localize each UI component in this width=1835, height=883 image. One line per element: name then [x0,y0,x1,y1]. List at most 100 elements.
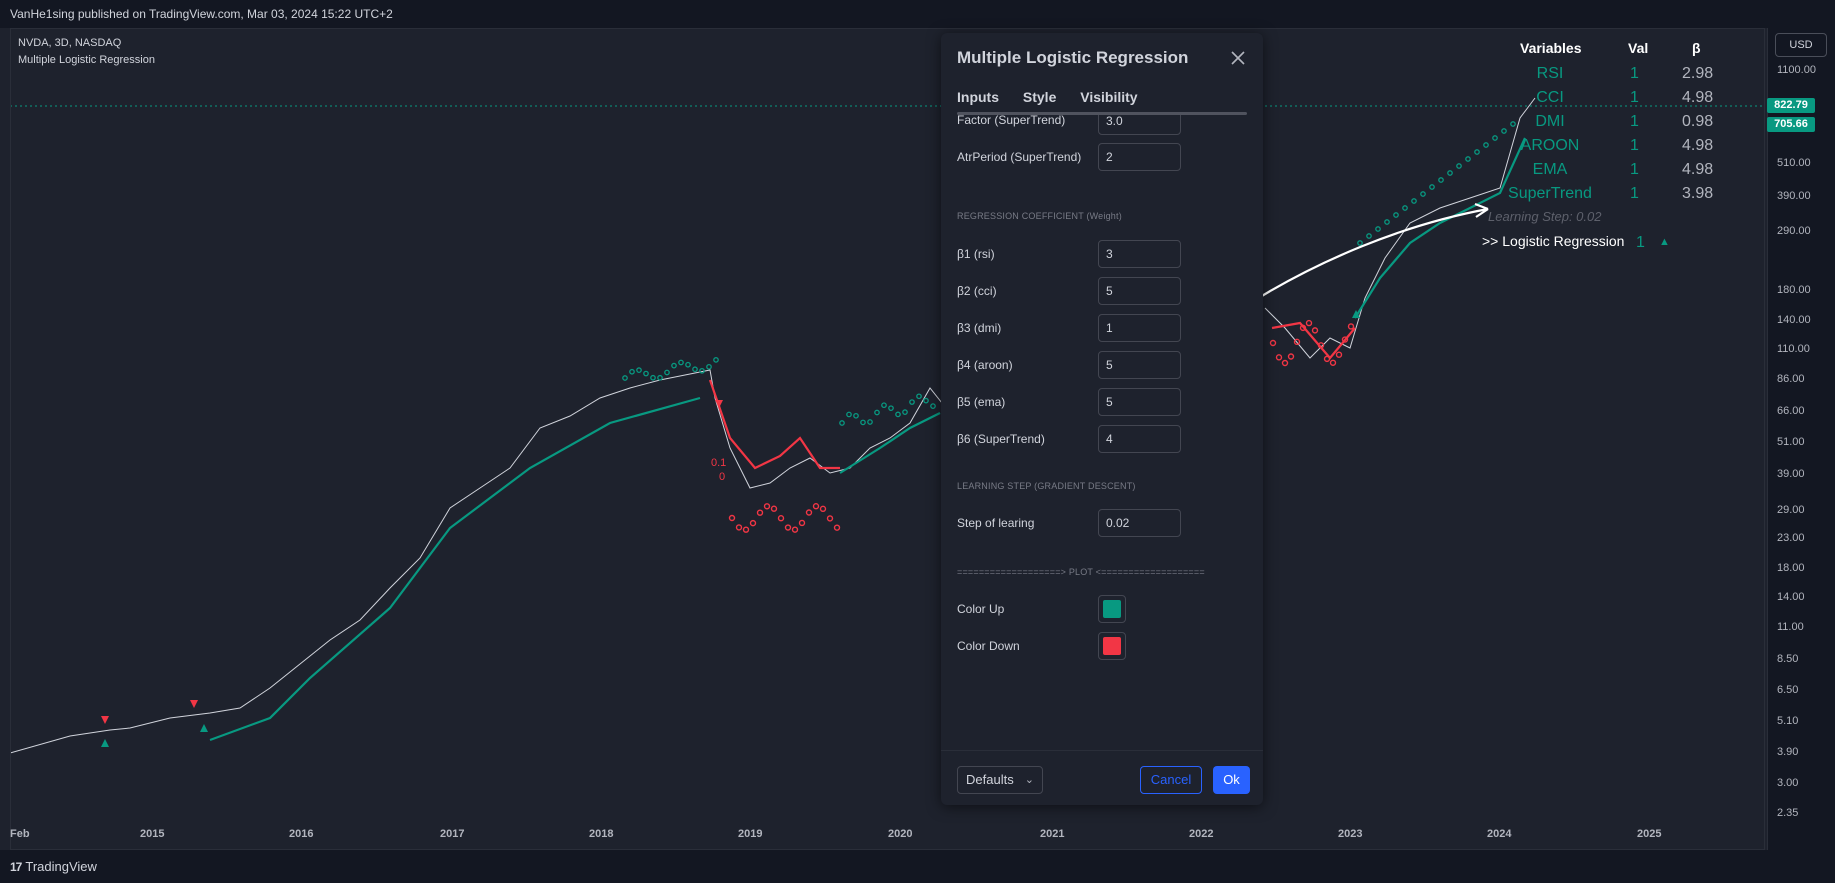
coefficient-input[interactable]: 3 [1098,240,1181,268]
coefficient-input[interactable]: 1 [1098,314,1181,342]
price-line-right [1264,97,1536,359]
regression-up-dot [713,357,719,363]
table-variable-beta: 0.98 [1682,113,1714,130]
table-variable-val: 1 [1630,89,1639,106]
price-axis[interactable] [1767,28,1835,850]
time-tick-label: 2023 [1338,828,1363,840]
price-tick-label: 2.35 [1777,807,1799,819]
table-variable-name: EMA [1532,161,1568,178]
coefficient-input[interactable]: 5 [1098,351,1181,379]
regression-down-dot [819,505,827,513]
regression-up-dot [881,402,887,409]
regression-down-dot [1299,324,1307,332]
regression-down-dot [742,526,750,533]
table-variable-val: 1 [1630,65,1639,82]
factor-supertrend-input[interactable]: 3.0 [1098,115,1181,135]
tradingview-brand[interactable]: 17 TradingView [10,859,97,874]
time-tick-label: 2017 [440,828,465,840]
section-plot: ===================> PLOT <=============… [957,567,1205,577]
chart-legend: NVDA, 3D, NASDAQ Multiple Logistic Regre… [18,35,155,69]
defaults-label: Defaults [966,772,1014,787]
up-triangle-icon [1352,310,1360,318]
regression-up-dot [895,411,901,418]
cancel-button[interactable]: Cancel [1140,766,1202,794]
coefficient-input[interactable]: 5 [1098,388,1181,416]
regression-down-dot [1269,339,1277,347]
price-tick-label: 29.00 [1777,504,1805,516]
down-triangle-icon [101,716,109,724]
time-tick-label: Feb [10,828,30,840]
regression-up-dot [1402,205,1408,211]
regression-up-dot [923,397,929,404]
time-tick-label: 2021 [1040,828,1065,840]
regression-up-dot [1429,184,1435,190]
regression-down-dot [728,514,736,522]
symbol-label: NVDA, 3D, NASDAQ [18,37,122,49]
supertrend-up-line [209,396,701,742]
regression-up-dot [1384,219,1390,225]
table-variable-beta: 4.98 [1682,89,1714,106]
table-variable-name: SuperTrend [1508,185,1592,202]
table-variable-val: 1 [1630,185,1639,202]
regression-down-dot [805,509,813,516]
currency-button[interactable]: USD [1775,33,1827,57]
regression-up-dot [622,375,628,381]
section-learning-step: LEARNING STEP (GRADIENT DESCENT) [957,481,1136,491]
regression-up-dot [1456,163,1462,169]
color-up-swatch[interactable] [1098,595,1126,623]
regression-up-dot [839,420,845,426]
regression-up-dot [692,366,698,373]
table-variable-val: 1 [1630,137,1639,154]
close-icon[interactable] [1227,47,1249,69]
regression-up-dot [853,412,859,419]
regression-down-dot [1335,351,1343,358]
price-tick-label: 8.50 [1777,653,1799,665]
regression-down-dot [1323,355,1331,363]
coefficient-label: β1 (rsi) [957,247,995,261]
tab-inputs[interactable]: Inputs [957,89,999,105]
regression-up-dot [916,393,922,400]
regression-up-dot [1510,121,1516,127]
price-tick-label: 3.90 [1777,746,1799,758]
indicator-price-tag: 705.66 [1767,117,1815,132]
annotation-value-label: 0.1 [711,457,726,469]
regression-up-dot [1357,240,1363,246]
regression-up-dot [1483,142,1489,148]
defaults-dropdown[interactable]: Defaults ⌄ [957,766,1043,794]
regression-up-dot [685,361,691,368]
tab-style[interactable]: Style [1022,89,1057,105]
regression-up-dot [860,419,866,426]
regression-down-dot [1305,319,1313,327]
regression-up-dot [902,409,908,415]
regression-down-dot [784,524,792,531]
regression-down-dot [777,515,785,522]
atr-period-input[interactable]: 2 [1098,143,1181,171]
ok-button[interactable]: Ok [1213,766,1250,794]
regression-down-dot [826,515,834,522]
price-tick-label: 180.00 [1777,284,1811,296]
regression-up-dot [1447,170,1453,176]
last-price-tag: 822.79 [1767,98,1815,113]
price-tick-label: 14.00 [1777,591,1805,603]
regression-up-dot [1411,198,1417,204]
price-tick-label: 86.00 [1777,373,1805,385]
time-tick-label: 2020 [888,828,913,840]
time-tick-label: 2025 [1637,828,1662,840]
color-down-label: Color Down [957,639,1020,653]
color-down-swatch[interactable] [1098,632,1126,660]
inputs-panel[interactable]: Factor (SuperTrend) 3.0 AtrPeriod (Super… [941,115,1263,755]
down-triangle-icon [190,700,198,708]
coefficient-input[interactable]: 5 [1098,277,1181,305]
regression-up-dot [1366,233,1372,239]
tab-visibility[interactable]: Visibility [1080,89,1138,105]
regression-down-dot [1347,323,1355,330]
supertrend-down-line-right [1271,321,1356,360]
dialog-footer: Defaults ⌄ Cancel Ok [941,750,1263,806]
regression-up-dot [636,367,642,373]
table-variable-beta: 3.98 [1682,185,1714,202]
coefficient-input[interactable]: 4 [1098,425,1181,453]
regression-down-dot [1293,338,1301,346]
table-variable-name: AROON [1520,137,1580,154]
regression-up-dot [1465,156,1471,162]
step-learning-input[interactable]: 0.02 [1098,509,1181,537]
